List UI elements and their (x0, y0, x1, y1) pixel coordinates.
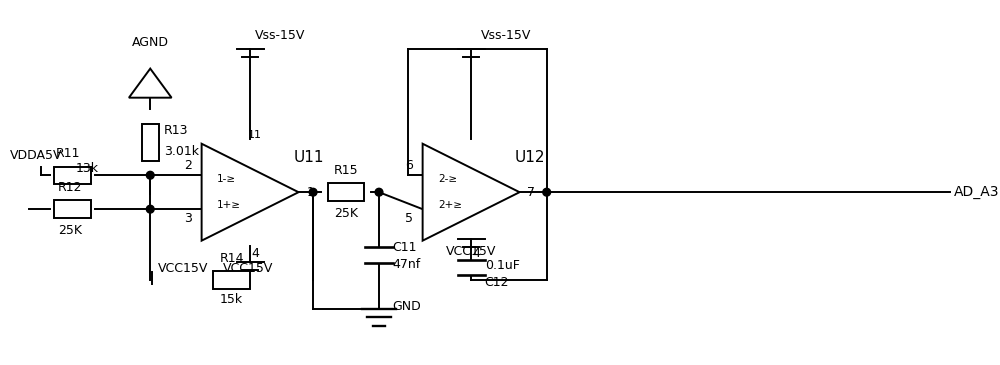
Text: AGND: AGND (132, 36, 169, 49)
Text: 1: 1 (306, 186, 314, 199)
Text: 1-≥: 1-≥ (217, 174, 236, 184)
Text: Vss-15V: Vss-15V (481, 29, 531, 42)
Text: U12: U12 (515, 150, 545, 165)
Bar (328, 184, 364, 201)
Text: 4: 4 (472, 247, 480, 260)
Text: R15: R15 (334, 164, 358, 177)
Text: 11: 11 (248, 130, 262, 140)
Text: 5: 5 (405, 212, 413, 225)
Text: C11: C11 (393, 241, 417, 254)
Text: R14: R14 (219, 252, 244, 265)
Text: AD_A3: AD_A3 (954, 185, 999, 199)
Text: 13k: 13k (76, 162, 99, 175)
Text: 25K: 25K (334, 207, 358, 220)
Text: 2: 2 (184, 159, 192, 172)
Text: U11: U11 (294, 150, 324, 165)
Bar (54, 200, 91, 218)
Text: 7: 7 (527, 186, 535, 199)
Circle shape (543, 188, 551, 196)
Text: 4: 4 (251, 247, 259, 260)
Text: 25K: 25K (58, 224, 82, 237)
Bar (54, 166, 91, 184)
Circle shape (375, 188, 383, 196)
Text: 3: 3 (184, 212, 192, 225)
Text: R12: R12 (58, 181, 82, 194)
Text: VCC15V: VCC15V (158, 262, 208, 275)
Text: 1+≥: 1+≥ (217, 200, 241, 210)
Circle shape (309, 188, 317, 196)
Text: VDDA5V: VDDA5V (10, 149, 62, 162)
Text: GND: GND (393, 300, 421, 313)
Text: 2-≥: 2-≥ (438, 174, 457, 184)
Bar (213, 271, 250, 289)
Text: VCC15V: VCC15V (446, 245, 496, 258)
Text: 0.1uF: 0.1uF (485, 259, 520, 272)
Text: 2+≥: 2+≥ (438, 200, 462, 210)
Text: 15k: 15k (220, 293, 243, 306)
Text: R13: R13 (164, 124, 188, 137)
Text: R11: R11 (56, 147, 80, 160)
Polygon shape (423, 144, 520, 241)
Text: 3.01k: 3.01k (164, 146, 199, 158)
Polygon shape (129, 69, 172, 98)
Text: C12: C12 (485, 276, 509, 289)
Text: 47nf: 47nf (393, 258, 421, 272)
Circle shape (146, 171, 154, 179)
Polygon shape (202, 144, 299, 241)
Text: Vss-15V: Vss-15V (255, 29, 305, 42)
Text: VCC15V: VCC15V (223, 262, 273, 275)
Circle shape (146, 205, 154, 213)
Bar (142, 124, 159, 161)
Text: 6: 6 (405, 159, 413, 172)
